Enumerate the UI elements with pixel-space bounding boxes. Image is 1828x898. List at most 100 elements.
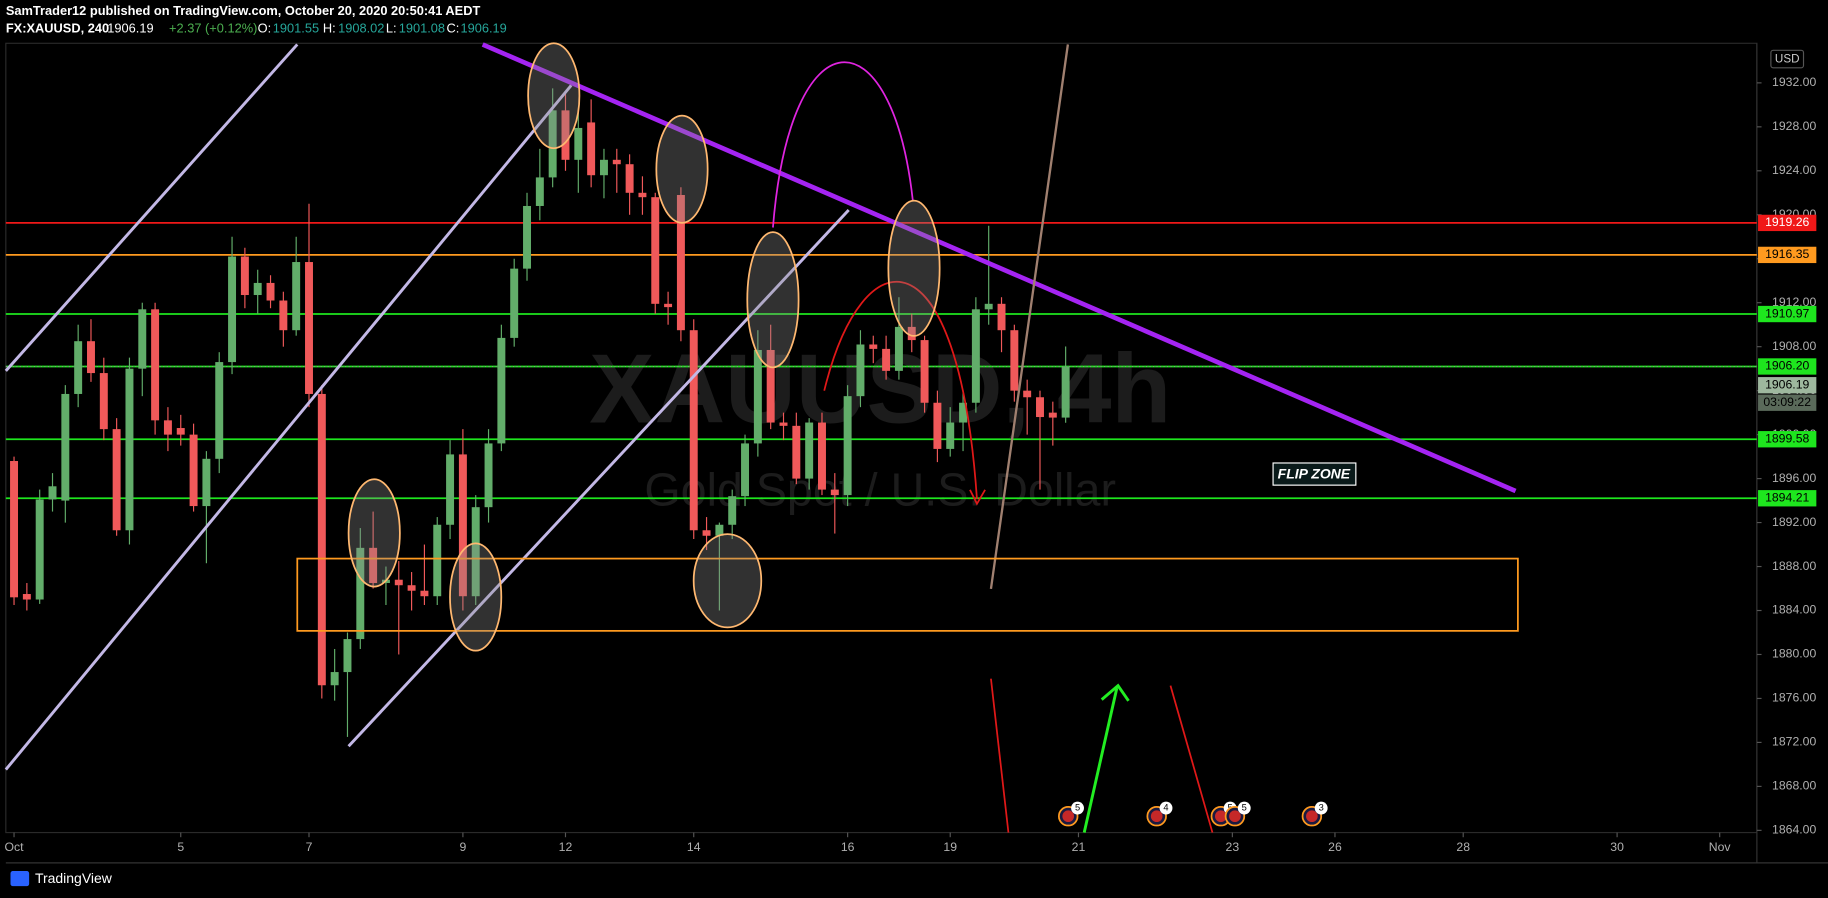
last-price-bg: [1758, 377, 1817, 394]
candle-body: [240, 256, 249, 296]
header-change: +2.37 (+0.12%): [169, 21, 257, 36]
candle-body: [279, 300, 288, 331]
symbol: FX:XAUUSD, 240: [6, 21, 109, 36]
x-tick-label: 5: [177, 840, 184, 854]
candle-body: [625, 164, 634, 193]
axes: 1932.001928.001924.001920.001916.001912.…: [5, 75, 1817, 854]
event-count: 4: [1163, 803, 1168, 813]
candle-body: [87, 341, 95, 374]
candle-body: [933, 402, 942, 449]
candle-body: [48, 486, 57, 500]
close-value: 1906.19: [460, 21, 506, 36]
y-tick-label: 1864.00: [1772, 823, 1816, 837]
level-label-bg: [1758, 490, 1817, 507]
y-tick-label: 1888.00: [1772, 559, 1816, 573]
candle-body: [138, 309, 147, 369]
level-label-bg: [1758, 214, 1817, 232]
candle-body: [882, 348, 891, 371]
arrow-head: [1100, 683, 1130, 702]
low-value: 1901.08: [399, 21, 445, 36]
countdown-bg: [1758, 394, 1817, 411]
candle-body: [189, 434, 198, 507]
candle-body: [330, 672, 339, 686]
highlight-ellipse: [746, 231, 800, 369]
candle-body: [818, 422, 826, 490]
candle-body: [266, 282, 275, 301]
candle-body: [1048, 412, 1057, 418]
open-label: O:: [258, 21, 272, 36]
candle-body: [651, 197, 660, 304]
x-tick-label: 12: [559, 840, 573, 854]
candle-body: [638, 192, 647, 198]
candle-body: [728, 496, 737, 525]
event-flag: [1214, 810, 1227, 823]
candle-body: [869, 344, 878, 349]
event-count: 5: [1075, 803, 1080, 813]
y-tick-label: 1928.00: [1772, 119, 1816, 133]
channel-line: [347, 209, 850, 748]
x-tick-label: 28: [1456, 840, 1470, 854]
candle-body: [151, 309, 160, 421]
projection-line: [1169, 685, 1214, 833]
candle-body: [99, 373, 108, 430]
highlight-ellipse: [887, 199, 941, 337]
candle-body: [535, 177, 544, 206]
candle-body: [253, 282, 262, 296]
candle-body: [112, 429, 121, 531]
y-tick-label: 1872.00: [1772, 735, 1816, 749]
projection-arrow: [1082, 687, 1119, 833]
drawings: [4, 42, 1519, 833]
candle-body: [920, 340, 929, 403]
event-flag: [1150, 810, 1163, 823]
highlight-ellipse: [449, 542, 503, 652]
y-tick-label: 1880.00: [1772, 647, 1816, 661]
candle-body: [433, 524, 442, 597]
candle-body: [830, 489, 839, 496]
event-flag: [1306, 810, 1318, 823]
event-count-bg: [1071, 801, 1084, 815]
brand-logo: [10, 871, 30, 887]
highlight-ellipse: [692, 533, 763, 629]
level-label-bg: [1758, 358, 1817, 375]
x-tick-label: 7: [306, 840, 313, 854]
event-count: 3: [1319, 803, 1324, 813]
level-label: 1894.21: [1765, 491, 1809, 505]
x-tick-label: 19: [943, 840, 957, 854]
y-tick-label: 1912.00: [1772, 295, 1816, 309]
candle-body: [715, 524, 724, 536]
y-tick-label: 1892.00: [1772, 515, 1816, 529]
low-label: L:: [386, 21, 397, 36]
candle-body: [753, 349, 762, 444]
candle-body: [484, 443, 493, 508]
candle-body: [561, 110, 570, 160]
demand-zone: [296, 557, 1519, 632]
channel-line: [4, 84, 573, 771]
header-price: 1906.19: [107, 21, 153, 36]
candle-body: [35, 499, 44, 600]
candle-body: [407, 585, 416, 591]
trend-line: [481, 42, 1517, 494]
candle-body: [766, 349, 775, 423]
candle-body: [959, 402, 968, 423]
candle-body: [202, 458, 211, 507]
event-count-bg: [1237, 801, 1251, 815]
event-flag: [1229, 810, 1241, 823]
level-label: 1906.20: [1765, 359, 1809, 373]
channel-line: [4, 43, 299, 372]
candle-body: [215, 362, 224, 459]
candle-body: [843, 396, 852, 496]
y-tick-label: 1908.00: [1772, 339, 1816, 353]
event-count-bg: [1159, 801, 1173, 815]
candle-body: [612, 159, 621, 165]
candle-body: [176, 428, 185, 435]
x-tick-label: 16: [841, 840, 855, 854]
candle-body: [587, 122, 596, 176]
candle-body: [163, 420, 172, 435]
event-count-bg: [1314, 801, 1328, 815]
countdown: 03:09:22: [1763, 395, 1811, 409]
candle-body: [741, 443, 750, 497]
last-price-label: 1906.19: [1765, 377, 1809, 391]
candle-body: [984, 303, 993, 310]
candle-body: [894, 326, 903, 371]
candle-body: [664, 303, 673, 308]
